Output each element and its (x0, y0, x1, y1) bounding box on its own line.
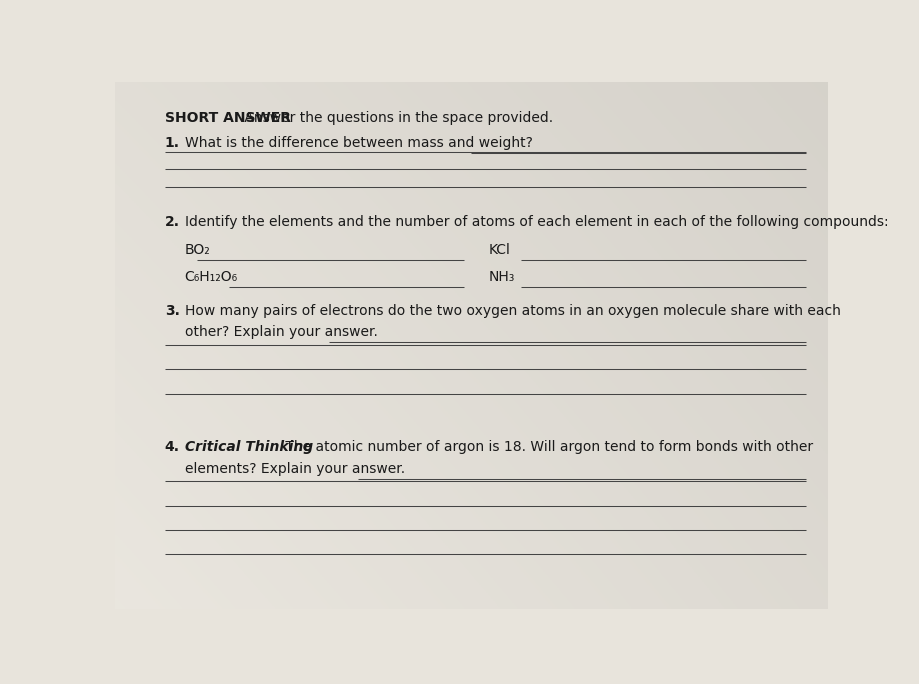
Text: 2.: 2. (165, 215, 180, 229)
Text: Critical Thinking: Critical Thinking (185, 440, 312, 454)
Text: NH₃: NH₃ (489, 270, 516, 284)
Text: other? Explain your answer.: other? Explain your answer. (185, 326, 382, 339)
Text: Identify the elements and the number of atoms of each element in each of the fol: Identify the elements and the number of … (185, 215, 889, 229)
Text: 4.: 4. (165, 440, 180, 454)
Text: C₆H₁₂O₆: C₆H₁₂O₆ (185, 270, 238, 284)
Text: 3.: 3. (165, 304, 179, 318)
Text: How many pairs of electrons do the two oxygen atoms in an oxygen molecule share : How many pairs of electrons do the two o… (185, 304, 841, 318)
Text: KCl: KCl (489, 243, 511, 256)
Text: BO₂: BO₂ (185, 243, 210, 256)
Text: The atomic number of argon is 18. Will argon tend to form bonds with other: The atomic number of argon is 18. Will a… (281, 440, 813, 454)
Text: 1.: 1. (165, 136, 180, 150)
Text: What is the difference between mass and weight?: What is the difference between mass and … (185, 136, 537, 150)
Text: elements? Explain your answer.: elements? Explain your answer. (185, 462, 409, 476)
Text: SHORT ANSWER: SHORT ANSWER (165, 111, 290, 125)
Text: Answer the questions in the space provided.: Answer the questions in the space provid… (240, 111, 552, 125)
